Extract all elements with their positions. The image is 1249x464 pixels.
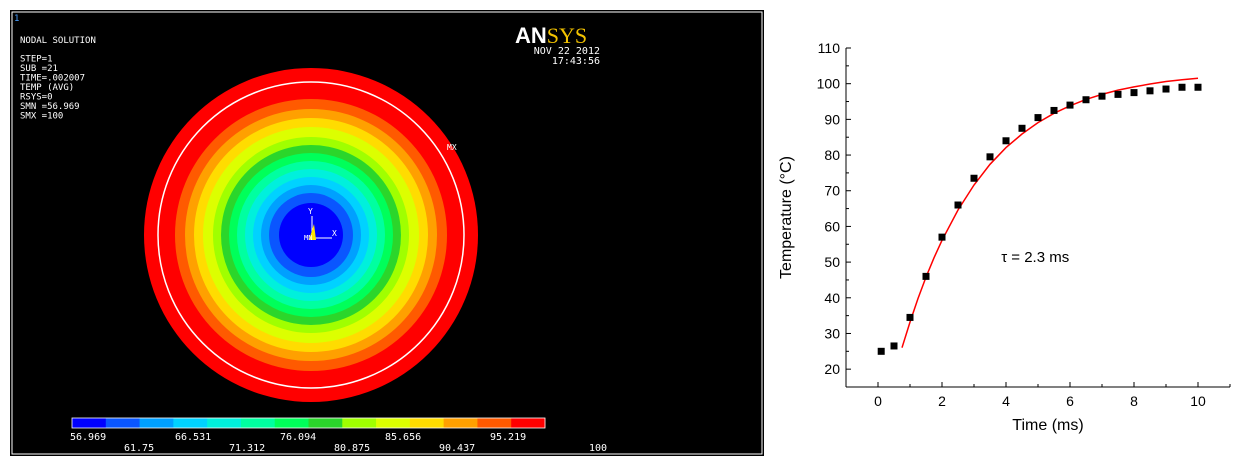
data-point xyxy=(1098,92,1106,100)
legend-label: 61.75 xyxy=(124,443,154,454)
chart-svg: 20 30 40 50 60 70 80 90 100 110 0 2 4 6 8 10 Time (ms) Te… xyxy=(778,40,1231,434)
data-point xyxy=(1082,96,1090,104)
legend-swatch xyxy=(409,418,445,428)
ansys-logo: ANSYS xyxy=(515,23,587,48)
x-tick-label: 4 xyxy=(1002,393,1010,409)
legend-swatch xyxy=(240,418,276,428)
data-point xyxy=(1114,90,1122,98)
data-point xyxy=(922,272,930,280)
viewport-border xyxy=(11,11,763,455)
y-tick-label: 50 xyxy=(824,254,840,270)
x-axis-label: Time (ms) xyxy=(1012,417,1083,434)
header-line: SMN =56.969 xyxy=(20,102,80,112)
data-point xyxy=(970,174,978,182)
coordinate-triad: Y X MN xyxy=(304,207,337,242)
data-point xyxy=(1130,89,1138,97)
x-tick-label: 6 xyxy=(1066,393,1074,409)
legend-label: 90.437 xyxy=(439,443,475,454)
y-tick-label: 110 xyxy=(818,40,841,56)
header-line: TIME=.002007 xyxy=(20,74,85,84)
legend-swatch xyxy=(511,418,546,428)
legend-label: 95.219 xyxy=(490,432,526,443)
header-line: SMX =100 xyxy=(20,112,63,122)
x-tick-label: 10 xyxy=(1190,393,1206,409)
data-point xyxy=(1162,85,1170,93)
color-legend: 56.969 66.531 76.094 85.656 95.219 61.75 71.31… xyxy=(70,417,607,454)
time-label: 17:43:56 xyxy=(552,56,600,67)
data-point xyxy=(1018,124,1026,132)
legend-label: 66.531 xyxy=(175,432,211,443)
legend-swatch xyxy=(173,418,208,428)
header-line: SUB =21 xyxy=(20,64,58,74)
ansys-contour-panel: 1 NODAL SOLUTION STEP=1 SUB =21 TIME=.00200… xyxy=(10,10,764,456)
temperature-time-chart: 20 30 40 50 60 70 80 90 100 110 0 2 4 6 8 10 Time (ms) Te… xyxy=(764,0,1249,459)
y-tick-label: 100 xyxy=(817,76,841,92)
axis-y-label: Y xyxy=(308,207,313,216)
data-point xyxy=(986,153,994,161)
header-line: NODAL SOLUTION xyxy=(20,36,96,46)
legend-swatch xyxy=(72,418,107,428)
legend-swatch xyxy=(105,418,141,428)
y-tick-label: 70 xyxy=(824,183,840,199)
tau-annotation: τ = 2.3 ms xyxy=(1001,249,1069,266)
y-tick-label: 90 xyxy=(824,111,840,127)
fit-curve xyxy=(901,77,1199,348)
temperature-contours xyxy=(144,68,478,402)
legend-label: 76.094 xyxy=(280,432,316,443)
legend-swatch xyxy=(477,418,512,428)
data-point xyxy=(1034,114,1042,122)
axis-x-label: X xyxy=(332,229,337,238)
legend-label: 71.312 xyxy=(229,443,265,454)
min-marker: MN xyxy=(304,234,312,242)
legend-label: 80.875 xyxy=(334,443,370,454)
domain-boundary xyxy=(157,81,465,389)
y-tick-label: 80 xyxy=(824,147,840,163)
y-tick-label: 20 xyxy=(824,361,840,377)
x-tick-label: 0 xyxy=(874,393,882,409)
legend-label: 56.969 xyxy=(70,432,106,443)
data-point xyxy=(890,342,898,350)
max-marker: MX xyxy=(447,143,457,152)
y-tick-label: 30 xyxy=(824,325,840,341)
data-point xyxy=(877,347,885,355)
legend-swatch xyxy=(274,418,309,428)
legend-swatch xyxy=(342,418,377,428)
legend-swatch xyxy=(139,418,174,428)
legend-swatch xyxy=(207,418,242,428)
legend-swatch xyxy=(443,418,478,428)
legend-swatch xyxy=(308,418,343,428)
header-line: RSYS=0 xyxy=(20,93,53,103)
data-point xyxy=(1178,83,1186,91)
header-line: TEMP (AVG) xyxy=(20,83,74,93)
data-point xyxy=(1194,83,1202,91)
data-point xyxy=(1066,101,1074,109)
header-line: STEP=1 xyxy=(20,55,53,65)
y-tick-label: 60 xyxy=(824,218,840,234)
data-point xyxy=(1146,87,1154,95)
data-point xyxy=(954,201,962,209)
date-label: NOV 22 2012 xyxy=(534,46,600,57)
legend-label: 85.656 xyxy=(385,432,421,443)
data-point xyxy=(1050,106,1058,114)
viewport-number: 1 xyxy=(14,14,19,24)
data-point xyxy=(938,233,946,241)
x-tick-label: 2 xyxy=(938,393,946,409)
legend-label: 100 xyxy=(589,443,607,454)
y-axis-label: Temperature (°C) xyxy=(778,156,795,279)
data-point xyxy=(906,313,914,321)
x-tick-label: 8 xyxy=(1130,393,1138,409)
y-tick-label: 40 xyxy=(824,290,840,306)
data-point xyxy=(1002,137,1010,145)
legend-swatch xyxy=(376,418,411,428)
